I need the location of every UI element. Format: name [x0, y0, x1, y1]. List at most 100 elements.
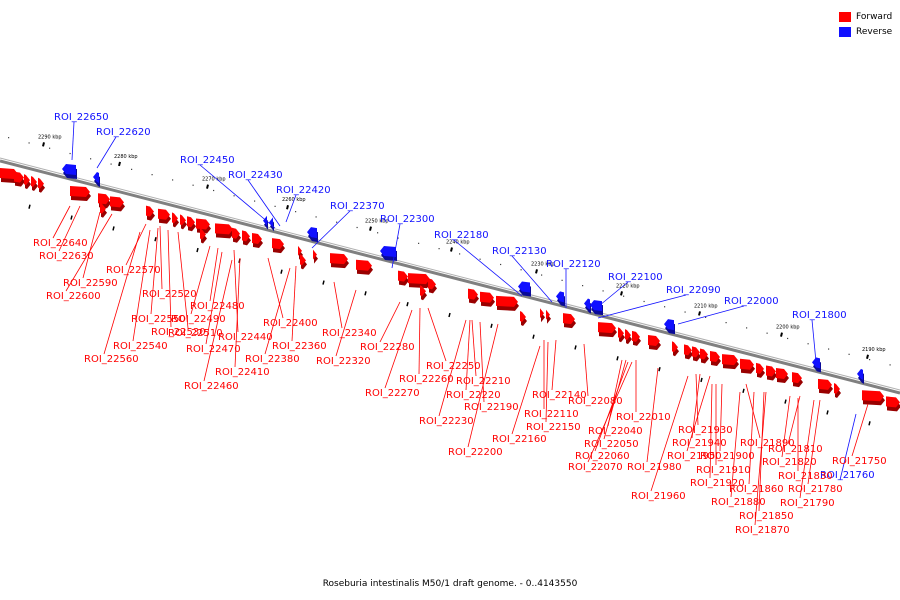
- reverse-callout-line: [677, 305, 745, 325]
- scale-dot: [828, 348, 830, 350]
- scale-dot: [561, 279, 563, 281]
- lower-tick: [154, 237, 157, 242]
- forward-callout-line: [851, 403, 869, 457]
- scale-dot: [520, 269, 522, 271]
- forward-callout-line: [467, 323, 499, 448]
- forward-callout-line: [82, 211, 101, 279]
- forward-callout-line: [58, 205, 81, 252]
- scale-tick-label: 2290 kbp: [38, 134, 62, 140]
- forward-gene-label: ROI_22570: [106, 265, 161, 276]
- reverse-gene: [93, 171, 99, 183]
- forward-gene: [70, 186, 90, 198]
- forward-gene-label: ROI_21830: [778, 471, 833, 482]
- forward-gene-label: ROI_22360: [272, 341, 327, 352]
- forward-gene: [300, 254, 306, 266]
- forward-gene-label: ROI_22160: [492, 434, 547, 445]
- reverse-gene-label: ROI_22100: [608, 272, 663, 283]
- forward-callout-line: [511, 345, 541, 435]
- forward-gene: [710, 351, 720, 363]
- scale-dot: [131, 168, 133, 170]
- forward-gene-label: ROI_22050: [584, 439, 639, 450]
- reverse-callout-line: [811, 319, 817, 363]
- forward-gene-label: ROI_22410: [215, 367, 270, 378]
- reverse-gene: [263, 215, 267, 227]
- forward-gene: [700, 348, 708, 360]
- forward-callout-line: [267, 257, 284, 319]
- forward-gene: [546, 308, 550, 320]
- reverse-gene: [857, 368, 863, 380]
- forward-callout-line: [748, 391, 755, 485]
- scale-tick: [450, 247, 453, 252]
- forward-callout-line: [190, 245, 211, 315]
- forward-gene-label: ROI_22460: [184, 381, 239, 392]
- forward-gene-label: ROI_22600: [46, 291, 101, 302]
- forward-gene: [180, 214, 186, 226]
- forward-gene-label: ROI_21930: [678, 425, 733, 436]
- lower-tick: [406, 301, 409, 307]
- forward-gene-label: ROI_21920: [690, 478, 745, 489]
- forward-gene-label: ROI_22070: [568, 462, 623, 473]
- forward-gene: [692, 346, 700, 358]
- reverse-gene: [584, 298, 590, 310]
- forward-callout-line: [177, 231, 189, 329]
- scale-dot: [541, 274, 543, 276]
- scale-tick-label: 2200 kbp: [776, 325, 800, 331]
- reverse-callout-line: [391, 223, 401, 269]
- reverse-callout-line: [311, 210, 351, 249]
- reverse-callout-line: [597, 294, 687, 319]
- forward-gene: [200, 228, 206, 240]
- scale-dot: [643, 300, 645, 303]
- scale-dot: [787, 337, 789, 340]
- scale-tick: [698, 311, 701, 316]
- forward-callout-line: [691, 373, 701, 439]
- reverse-gene-label: ROI_22650: [54, 112, 109, 123]
- reverse-gene: [556, 291, 564, 303]
- scale-dot: [192, 184, 194, 186]
- reverse-callout-line: [71, 121, 75, 161]
- scale-dot: [705, 316, 707, 318]
- forward-gene-label: ROI_21870: [735, 525, 790, 536]
- scale-dot: [602, 290, 604, 292]
- reverse-callout-line: [199, 164, 276, 229]
- forward-gene: [330, 253, 348, 265]
- forward-callout-line: [333, 281, 343, 329]
- forward-gene: [480, 291, 494, 303]
- forward-gene: [834, 382, 840, 394]
- forward-callout-line: [384, 309, 413, 389]
- lower-tick: [196, 247, 199, 253]
- forward-gene-label: ROI_22040: [588, 426, 643, 437]
- reverse-gene-label: ROI_22430: [228, 170, 283, 181]
- forward-callout-line: [646, 367, 659, 463]
- scale-dot: [869, 359, 871, 361]
- scale-dot: [807, 343, 809, 345]
- reverse-gene-label: ROI_22120: [546, 259, 601, 270]
- scale-dot: [766, 332, 768, 334]
- forward-callout-line: [709, 383, 713, 479]
- forward-callout-line: [799, 399, 815, 499]
- forward-callout-line: [427, 307, 447, 362]
- reverse-gene-label: ROI_22000: [724, 296, 779, 307]
- forward-gene-label: ROI_22010: [616, 412, 671, 423]
- scale-tick: [620, 291, 623, 296]
- legend-item-forward: Forward: [839, 9, 892, 24]
- forward-gene-label: ROI_22280: [360, 342, 415, 353]
- forward-gene: [98, 193, 110, 205]
- forward-gene-label: ROI_21890: [740, 438, 795, 449]
- scale-tick: [118, 161, 121, 167]
- forward-gene-label: ROI_22080: [568, 396, 623, 407]
- forward-gene-label: ROI_22270: [365, 388, 420, 399]
- scale-dot: [110, 163, 112, 165]
- forward-gene: [722, 354, 738, 366]
- reverse-gene: [62, 163, 76, 175]
- reverse-gene-label: ROI_22620: [96, 127, 151, 138]
- forward-callout-line: [603, 359, 627, 440]
- genome-caption: Roseburia intestinalis M50/1 draft genom…: [322, 579, 578, 589]
- forward-gene: [756, 362, 764, 374]
- scale-dot: [315, 216, 317, 218]
- reverse-callout-line: [285, 194, 297, 223]
- reverse-gene-label: ROI_22370: [330, 201, 385, 212]
- forward-gene: [672, 341, 678, 353]
- forward-callout-line: [209, 247, 219, 302]
- forward-gene: [776, 368, 788, 380]
